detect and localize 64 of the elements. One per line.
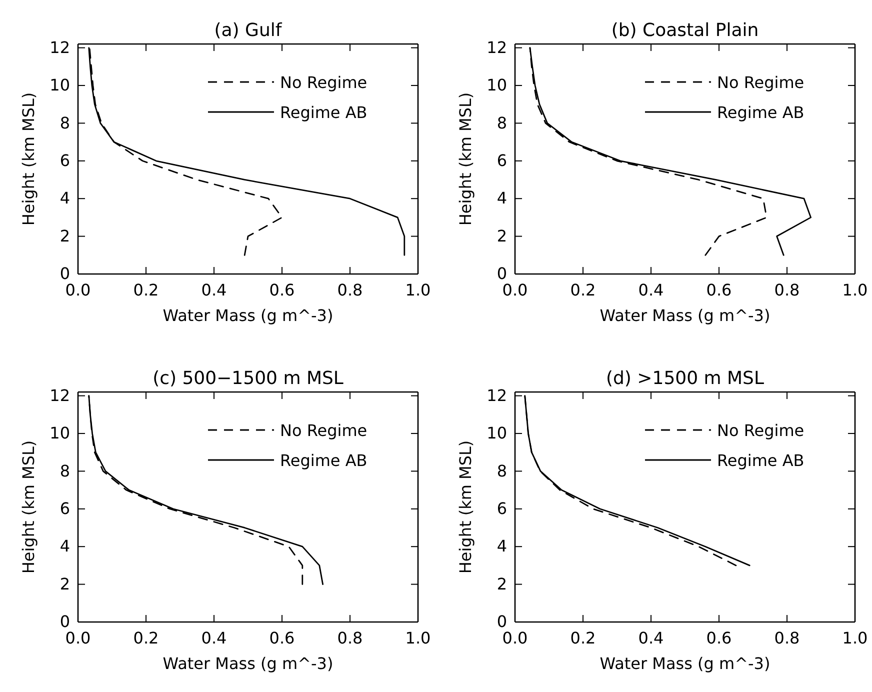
y-tick-label: 10 bbox=[50, 76, 70, 95]
x-tick-label: 1.0 bbox=[842, 280, 868, 300]
x-tick-label: 1.0 bbox=[842, 628, 868, 648]
y-tick-label: 12 bbox=[50, 386, 70, 405]
x-tick-label: 0.4 bbox=[201, 280, 227, 300]
y-tick-label: 2 bbox=[60, 226, 70, 246]
y-tick-label: 8 bbox=[496, 461, 507, 480]
x-tick-label: 0.6 bbox=[706, 628, 732, 648]
chart-title: (b) Coastal Plain bbox=[611, 20, 759, 41]
legend-label: Regime AB bbox=[717, 103, 804, 122]
y-tick-label: 12 bbox=[50, 38, 70, 57]
y-tick-label: 6 bbox=[60, 499, 70, 518]
y-tick-label: 6 bbox=[496, 151, 507, 170]
y-axis-title: Height (km MSL) bbox=[456, 92, 475, 226]
legend-label: No Regime bbox=[717, 73, 804, 92]
x-tick-label: 0.2 bbox=[133, 628, 159, 648]
y-tick-label: 4 bbox=[496, 188, 507, 208]
x-tick-label: 0.4 bbox=[201, 628, 227, 648]
legend-label: Regime AB bbox=[280, 451, 368, 470]
x-tick-label: 0.8 bbox=[774, 628, 800, 648]
legend-label: No Regime bbox=[717, 421, 804, 440]
y-tick-label: 2 bbox=[496, 574, 507, 594]
y-tick-label: 10 bbox=[486, 76, 507, 95]
x-tick-label: 1.0 bbox=[405, 280, 431, 300]
chart-title: (c) 500−1500 m MSL bbox=[152, 368, 344, 389]
legend-label: Regime AB bbox=[280, 103, 368, 122]
x-axis-title: Water Mass (g m^-3) bbox=[600, 306, 770, 325]
chart-title: (a) Gulf bbox=[214, 20, 282, 41]
x-axis-title: Water Mass (g m^-3) bbox=[162, 654, 334, 673]
y-tick-label: 12 bbox=[486, 38, 507, 57]
chart-title: (d) >1500 m MSL bbox=[606, 368, 764, 389]
y-tick-label: 4 bbox=[496, 536, 507, 556]
y-tick-label: 10 bbox=[50, 424, 70, 443]
x-tick-label: 0.8 bbox=[337, 280, 363, 300]
x-tick-label: 0.6 bbox=[269, 628, 295, 648]
y-tick-label: 2 bbox=[60, 574, 70, 594]
y-axis-title: Height (km MSL) bbox=[456, 440, 475, 574]
y-tick-label: 8 bbox=[60, 113, 70, 132]
x-axis-title: Water Mass (g m^-3) bbox=[162, 306, 334, 325]
x-tick-label: 0.2 bbox=[570, 280, 596, 300]
y-axis-title: Height (km MSL) bbox=[19, 440, 38, 574]
x-tick-label: 0.4 bbox=[638, 628, 664, 648]
x-tick-label: 0.8 bbox=[774, 280, 800, 300]
x-tick-label: 0.8 bbox=[337, 628, 363, 648]
x-tick-label: 0.6 bbox=[706, 280, 732, 300]
y-tick-label: 8 bbox=[60, 461, 70, 480]
x-tick-label: 1.0 bbox=[405, 628, 431, 648]
x-tick-label: 0.2 bbox=[133, 280, 159, 300]
y-axis-title: Height (km MSL) bbox=[19, 92, 38, 226]
y-tick-label: 10 bbox=[486, 424, 507, 443]
y-tick-label: 6 bbox=[496, 499, 507, 518]
x-tick-label: 0.4 bbox=[638, 280, 664, 300]
legend-label: No Regime bbox=[280, 421, 368, 440]
legend-label: Regime AB bbox=[717, 451, 804, 470]
legend-label: No Regime bbox=[280, 73, 368, 92]
y-tick-label: 6 bbox=[60, 151, 70, 170]
x-tick-label: 0.6 bbox=[269, 280, 295, 300]
x-axis-title: Water Mass (g m^-3) bbox=[600, 654, 770, 673]
y-tick-label: 12 bbox=[486, 386, 507, 405]
y-tick-label: 4 bbox=[60, 188, 70, 208]
y-tick-label: 2 bbox=[496, 226, 507, 246]
y-tick-label: 8 bbox=[496, 113, 507, 132]
y-tick-label: 4 bbox=[60, 536, 70, 556]
x-tick-label: 0.2 bbox=[570, 628, 596, 648]
